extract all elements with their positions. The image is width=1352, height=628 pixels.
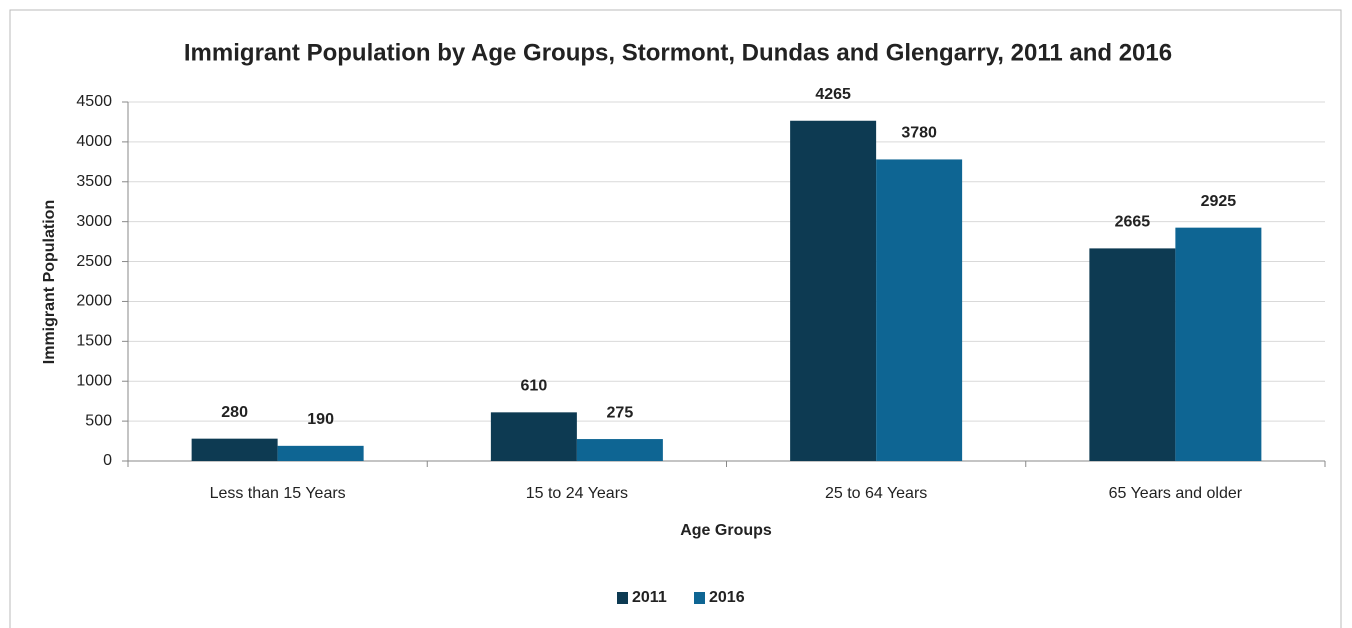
- bar: [191, 438, 278, 461]
- y-tick-label: 0: [103, 452, 112, 469]
- data-label: 275: [607, 404, 634, 421]
- y-tick-label: 4000: [76, 133, 112, 150]
- data-label: 2665: [1115, 214, 1151, 231]
- y-tick-label: 2500: [76, 253, 112, 270]
- x-tick-label: 15 to 24 Years: [526, 485, 628, 502]
- chart-title: Immigrant Population by Age Groups, Stor…: [184, 39, 1172, 66]
- x-tick-label: 65 Years and older: [1109, 485, 1243, 502]
- y-axis-title: Immigrant Population: [41, 200, 58, 364]
- x-axis-title: Age Groups: [680, 522, 772, 539]
- data-label: 610: [521, 378, 548, 395]
- bar: [576, 439, 663, 461]
- y-tick-label: 1000: [76, 372, 112, 389]
- bar: [1175, 227, 1262, 461]
- y-tick-label: 3000: [76, 213, 112, 230]
- y-tick-label: 500: [85, 412, 112, 429]
- bar: [790, 120, 877, 462]
- data-label: 4265: [815, 86, 851, 103]
- x-tick-label: 25 to 64 Years: [825, 485, 927, 502]
- frame: [9, 9, 1342, 628]
- data-label: 2925: [1201, 193, 1237, 210]
- bar: [277, 445, 364, 461]
- data-label: 190: [307, 411, 334, 428]
- legend-swatch: [694, 592, 705, 604]
- y-tick-label: 2000: [76, 293, 112, 310]
- data-label: 280: [221, 404, 248, 421]
- legend-label: 2011: [632, 589, 667, 606]
- y-tick-label: 1500: [76, 333, 112, 350]
- data-label: 3780: [901, 125, 937, 142]
- legend-swatch: [617, 592, 628, 604]
- y-tick-label: 4500: [76, 93, 112, 110]
- bar: [490, 412, 577, 461]
- y-tick-label: 3500: [76, 173, 112, 190]
- bar: [876, 159, 963, 461]
- bar: [1089, 248, 1176, 461]
- legend-label: 2016: [709, 589, 745, 606]
- x-tick-label: Less than 15 Years: [210, 485, 346, 502]
